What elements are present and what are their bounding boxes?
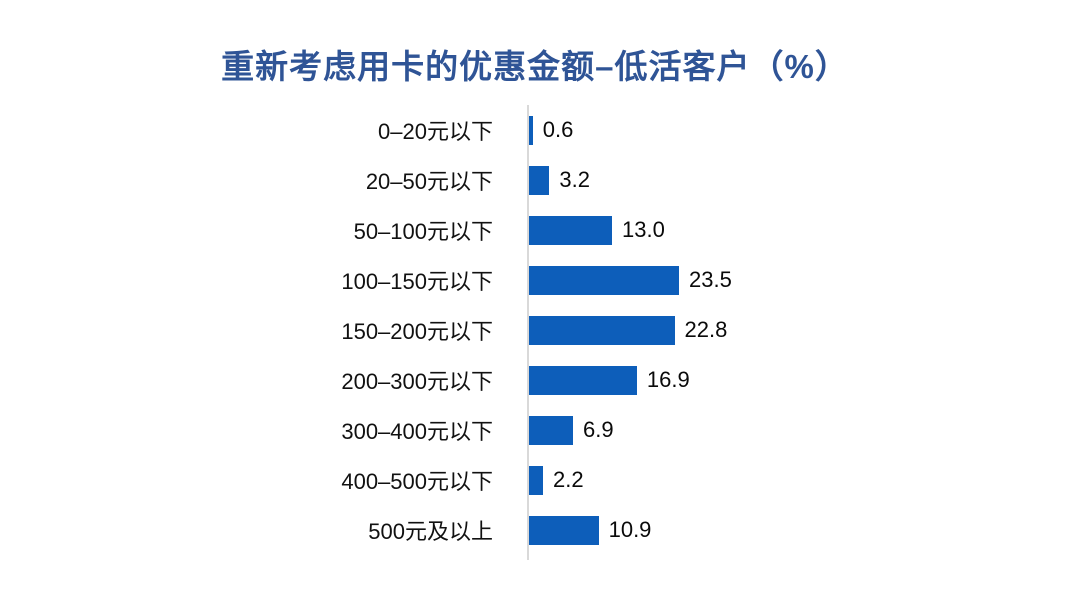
category-label: 300–400元以下 [341,419,493,444]
value-label: 2.2 [553,467,584,492]
bar [529,215,612,245]
bar-rows: 0–20元以下 0.6 20–50元以下 3.2 50–100元以下 13.0 100–15… [0,105,1080,560]
bar-chart: 0–20元以下 0.6 20–50元以下 3.2 50–100元以下 13.0 100–15… [0,105,1080,560]
chart-title: 重新考虑用卡的优惠金额–低活客户（%） [221,48,849,85]
category-label: 200–300元以下 [341,369,493,394]
value-label: 0.6 [542,117,574,142]
bar [529,315,675,345]
bar [529,115,533,145]
value-label: 3.2 [559,167,590,192]
chart-row: 500元及以上 10.9 [0,505,1080,555]
category-label: 0–20元以下 [378,119,493,144]
category-label: 100–150元以下 [341,269,493,294]
value-label: 16.9 [646,367,690,392]
category-label: 150–200元以下 [341,319,493,344]
category-label: 500元及以上 [368,519,493,544]
category-label: 20–50元以下 [365,169,493,194]
value-label: 13.0 [622,217,665,242]
bar [529,265,679,295]
chart-row: 0–20元以下 0.6 [0,105,1080,155]
category-label: 50–100元以下 [353,219,493,244]
chart-row: 100–150元以下 23.5 [0,255,1080,305]
chart-row: 150–200元以下 22.8 [0,305,1080,355]
chart-row: 400–500元以下 2.2 [0,455,1080,505]
bar [529,365,637,395]
value-label: 10.9 [608,517,652,542]
category-label: 400–500元以下 [341,469,493,494]
y-axis-line [527,105,529,560]
value-label: 22.8 [684,317,728,342]
bar [529,165,550,195]
value-label: 23.5 [689,267,732,292]
bar [529,515,599,545]
chart-row: 200–300元以下 16.9 [0,355,1080,405]
value-label: 6.9 [583,417,614,442]
chart-row: 300–400元以下 6.9 [0,405,1080,455]
chart-row: 20–50元以下 3.2 [0,155,1080,205]
chart-row: 50–100元以下 13.0 [0,205,1080,255]
bar [529,415,573,445]
bar [529,465,543,495]
